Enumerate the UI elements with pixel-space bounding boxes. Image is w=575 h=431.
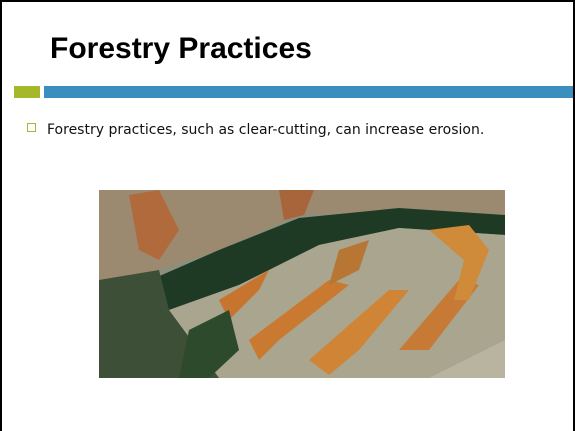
photo: [99, 190, 505, 378]
slide-title: Forestry Practices: [50, 32, 312, 66]
accent-bar: [14, 86, 40, 98]
slide: Forestry Practices Forestry practices, s…: [0, 0, 575, 431]
bullet-marker: [27, 123, 36, 132]
title-rule: [44, 86, 575, 98]
bullet-text: Forestry practices, such as clear-cuttin…: [47, 118, 557, 142]
